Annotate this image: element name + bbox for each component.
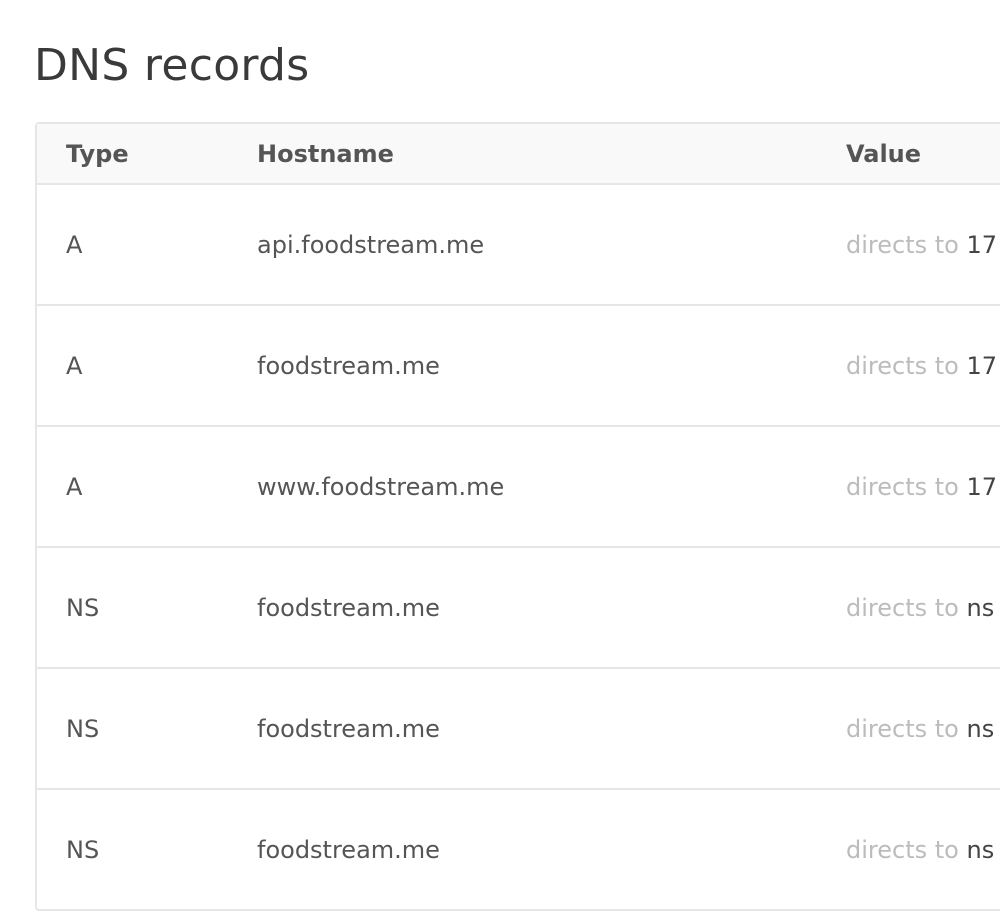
value-prefix: directs to [846,230,959,259]
page-title: DNS records [34,40,310,91]
column-header: Value [846,139,922,168]
record-value: directs to 17 [846,473,997,501]
record-hostname: foodstream.me [257,835,440,864]
record-row[interactable]: NS foodstream.me directs to ns [37,546,1000,667]
header-row: Type Hostname Value [37,124,1000,183]
record-value: directs to ns [846,594,994,622]
record-type: A [66,351,83,380]
record-row[interactable]: NS foodstream.me directs to ns [37,667,1000,788]
record-value: directs to 17 [846,352,997,380]
record-hostname: www.foodstream.me [257,472,505,501]
value-prefix: directs to [846,351,959,380]
value-prefix: directs to [846,835,959,864]
value-text: ns [966,593,995,622]
record-row[interactable]: NS foodstream.me directs to ns [37,788,1000,909]
value-text: ns [966,835,995,864]
value-prefix: directs to [846,714,959,743]
column-header: Type [66,139,129,168]
value-text: 17 [966,351,998,380]
record-type: NS [66,714,100,743]
record-hostname: foodstream.me [257,593,440,622]
record-type: A [66,230,83,259]
record-value: directs to ns [846,836,994,864]
record-hostname: foodstream.me [257,351,440,380]
value-text: ns [966,714,995,743]
record-value: directs to ns [846,715,994,743]
record-hostname: api.foodstream.me [257,230,485,259]
column-header: Hostname [257,139,394,168]
value-prefix: directs to [846,472,959,501]
value-prefix: directs to [846,593,959,622]
record-value: directs to 17 [846,231,997,259]
record-type: A [66,472,83,501]
record-type: NS [66,835,100,864]
value-text: 17 [966,230,998,259]
value-text: 17 [966,472,998,501]
record-type: NS [66,593,100,622]
record-hostname: foodstream.me [257,714,440,743]
